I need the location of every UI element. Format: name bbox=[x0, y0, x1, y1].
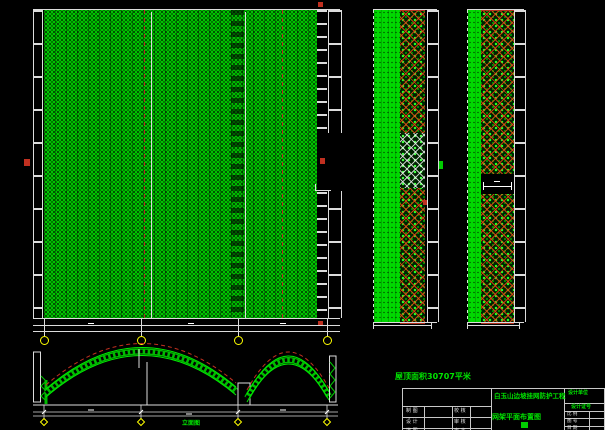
strip2-solid-panel bbox=[468, 10, 481, 322]
plan-grid-line-1 bbox=[151, 12, 152, 318]
axis-bubble-diamond-icon bbox=[39, 417, 49, 427]
strip2-top-line bbox=[467, 9, 524, 10]
signature-field-label: 制 图 bbox=[406, 408, 418, 414]
dimension-text-mark bbox=[494, 181, 500, 182]
dimension-text-mark bbox=[88, 323, 94, 324]
dimension-end-tick bbox=[483, 182, 484, 190]
plan-dimension-line-1 bbox=[33, 325, 340, 326]
red-annotation-mark bbox=[320, 158, 325, 164]
cert-label: 设计证号 bbox=[571, 404, 592, 410]
notch-step-tick bbox=[315, 184, 316, 191]
strip1-left-dashed-edge bbox=[373, 10, 374, 322]
signature-field-label: 校 核 bbox=[454, 408, 466, 414]
plan-axis-centerline-2 bbox=[282, 10, 283, 318]
strip1-top-line bbox=[373, 9, 437, 10]
dimension-end-tick bbox=[373, 322, 374, 329]
title-block-divider bbox=[564, 389, 565, 430]
stamp-mark bbox=[521, 422, 528, 428]
title-block-divider bbox=[424, 406, 425, 430]
title-block-divider bbox=[564, 426, 604, 427]
signature-field-label: 设 计 bbox=[406, 419, 418, 425]
strip1-bottom-line bbox=[373, 322, 437, 323]
axis-bubble-diamond-icon bbox=[322, 417, 332, 427]
strip1-dimension-line bbox=[373, 325, 432, 326]
red-annotation-mark bbox=[24, 159, 30, 166]
axis-bubble-circle-icon bbox=[323, 336, 332, 345]
title-block-divider bbox=[403, 417, 491, 418]
plan-truss-column-texture bbox=[231, 10, 244, 318]
signature-field-label: 审 定 bbox=[454, 429, 466, 430]
notch-dimension-line bbox=[483, 186, 512, 187]
title-block-divider bbox=[452, 406, 453, 430]
green-annotation-mark bbox=[439, 161, 443, 169]
strip1-solid-panel bbox=[374, 10, 400, 322]
title-block-divider bbox=[564, 418, 604, 419]
project-name: 白玉山边坡挂网防护工程 bbox=[494, 392, 566, 400]
elevation-label: 立面图 bbox=[182, 420, 201, 427]
strip2-opening-notch bbox=[481, 174, 514, 194]
axis-leader-line bbox=[327, 319, 328, 336]
title-block: 制 图 校 核 设 计 审 核 描 图 审 定 白玉山边坡挂网防护工程 网架平面… bbox=[402, 388, 605, 430]
axis-leader-line bbox=[44, 319, 45, 336]
plan-axis-centerline-1 bbox=[144, 10, 145, 318]
axis-leader-line bbox=[141, 319, 142, 336]
strip2-dimension-line bbox=[467, 325, 520, 326]
dimension-end-tick bbox=[431, 322, 432, 329]
strip1-axis-ruler bbox=[427, 10, 439, 322]
axis-bubble-circle-icon bbox=[234, 336, 243, 345]
roof-area-note: 屋顶面积30707平米 bbox=[395, 372, 471, 381]
red-annotation-mark bbox=[318, 2, 323, 7]
title-block-divider bbox=[470, 406, 471, 430]
strip2-star-hatch bbox=[481, 10, 514, 324]
dimension-end-tick bbox=[519, 322, 520, 329]
plan-bottom-border-line bbox=[33, 318, 340, 319]
signature-field-label: 审 核 bbox=[454, 419, 466, 425]
axis-bubble-diamond-icon bbox=[233, 417, 243, 427]
plan-top-border-line bbox=[33, 9, 340, 10]
date-field-label: 日 期 bbox=[567, 426, 578, 430]
dimension-text-mark bbox=[188, 323, 194, 324]
org-label: 设计单位 bbox=[568, 390, 589, 396]
dimension-end-tick bbox=[511, 182, 512, 190]
title-block-divider bbox=[403, 406, 491, 407]
red-annotation-mark bbox=[318, 321, 323, 326]
scale-field-label: 比 例 bbox=[567, 411, 578, 417]
title-block-divider bbox=[564, 403, 604, 404]
plan-left-edge-dashed-line bbox=[42, 10, 43, 318]
strip2-left-dashed-edge bbox=[467, 10, 468, 322]
axis-bubble-diamond-icon bbox=[136, 417, 146, 427]
drawing-number-field-label: 图 号 bbox=[567, 419, 578, 424]
axis-leader-line bbox=[238, 319, 239, 336]
title-block-divider bbox=[491, 389, 492, 430]
strip2-axis-ruler bbox=[514, 10, 526, 322]
notch-step-line bbox=[315, 190, 331, 191]
title-block-divider bbox=[403, 428, 491, 429]
roof-plan-net-hatch bbox=[44, 10, 317, 318]
strip2-bottom-line bbox=[467, 322, 524, 323]
axis-bubble-circle-icon bbox=[40, 336, 49, 345]
strip1-star-hatch-white-section bbox=[400, 133, 425, 188]
red-annotation-mark bbox=[423, 200, 427, 205]
axis-bubble-circle-icon bbox=[137, 336, 146, 345]
drawing-title: 网架平面布置图 bbox=[492, 413, 541, 421]
dimension-text-mark bbox=[280, 323, 286, 324]
plan-dimension-line-2 bbox=[33, 331, 340, 332]
signature-field-label: 描 图 bbox=[406, 429, 418, 430]
title-block-divider bbox=[564, 411, 604, 412]
dimension-end-tick bbox=[467, 322, 468, 329]
plan-grid-line-2 bbox=[245, 12, 246, 318]
title-block-divider bbox=[589, 411, 590, 430]
